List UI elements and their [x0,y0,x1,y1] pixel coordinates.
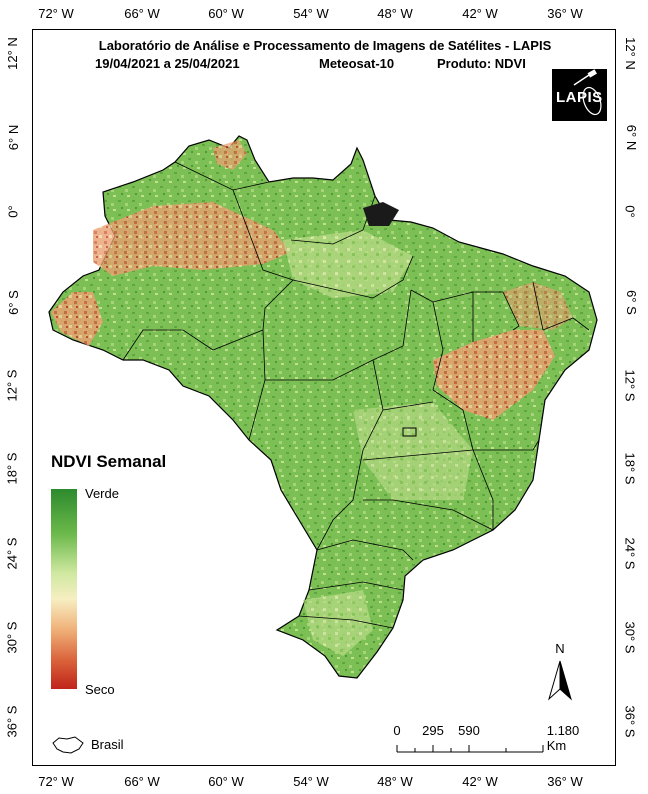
scale-label-590: 590 [458,723,480,738]
ndvi-color-ramp [51,489,77,689]
lat-label-right-30s: 30° S [622,621,638,654]
lon-label-bottom-36w: 36° W [547,774,583,789]
lon-label-top-72w: 72° W [38,6,74,21]
map-title: Laboratório de Análise e Processamento d… [98,38,552,53]
lat-label-left-0: 0° [5,205,21,218]
lon-label-bottom-60w: 60° W [208,774,244,789]
country-outline-icon [52,736,84,754]
lat-label-right-12s: 12° S [622,369,638,402]
scale-label-295: 295 [422,723,444,738]
lon-label-bottom-42w: 42° W [462,774,498,789]
lon-label-top-60w: 60° W [208,6,244,21]
lat-label-left-12s: 12° S [4,369,20,402]
state-borders [122,161,590,629]
dry-area-acre [51,292,103,346]
lat-label-right-18s: 18° S [622,452,638,485]
federal-district-outline [402,427,417,437]
lon-label-top-42w: 42° W [462,6,498,21]
dry-area-northeast [433,330,555,420]
dry-area-northwest [93,202,291,276]
lon-label-bottom-54w: 54° W [293,774,329,789]
lat-label-left-24s: 24° S [4,537,20,570]
legend-title: NDVI Semanal [51,452,167,471]
date-range: 19/04/2021 a 25/04/2021 [95,56,240,71]
marajo-island [363,202,399,226]
lon-label-bottom-48w: 48° W [377,774,413,789]
light-area-south [303,590,373,656]
north-label: N [555,641,564,656]
lat-label-left-36s: 36° S [4,705,20,738]
scale-ticks [396,745,544,753]
lat-label-left-6s: 6° S [5,290,21,315]
lat-label-right-36s: 36° S [622,705,638,738]
light-area-para [283,230,413,298]
lat-label-right-6n: 6° N [624,124,640,151]
brazil-shape [48,135,598,679]
ndvi-map [48,135,598,679]
lon-label-top-36w: 36° W [547,6,583,21]
lat-label-left-12n: 12° N [4,37,20,70]
scale-bar: 0 295 590 1.180 Km [393,723,595,763]
lat-label-left-18s: 18° S [4,452,20,485]
lat-label-left-6n: 6° N [6,124,22,151]
lon-label-bottom-66w: 66° W [124,774,160,789]
logo-text: LAPIS [556,89,603,106]
scale-label-1180: 1.180 Km [546,723,580,753]
lon-label-top-66w: 66° W [124,6,160,21]
lon-label-bottom-72w: 72° W [38,774,74,789]
map-frame: Laboratório de Análise e Processamento d… [32,29,616,766]
dry-area-roraima [213,140,247,170]
product-name: Produto: NDVI [437,56,526,71]
country-label: Brasil [91,737,124,752]
satellite-name: Meteosat-10 [319,56,395,71]
lat-label-right-6s: 6° S [623,290,639,315]
north-arrow-icon: N [548,641,572,701]
legend-high-label: Verde [85,486,119,501]
light-area-central [353,402,473,500]
satellite-icon [573,69,602,116]
scale-label-0: 0 [393,723,401,738]
lapis-logo: LAPIS [552,69,607,121]
lon-label-top-54w: 54° W [293,6,329,21]
lat-label-left-30s: 30° S [4,621,20,654]
lon-label-top-48w: 48° W [377,6,413,21]
lat-label-right-0: 0° [622,205,638,218]
lat-label-right-24s: 24° S [622,537,638,570]
lat-label-right-12n: 12° N [622,37,638,70]
legend-low-label: Seco [85,682,115,697]
